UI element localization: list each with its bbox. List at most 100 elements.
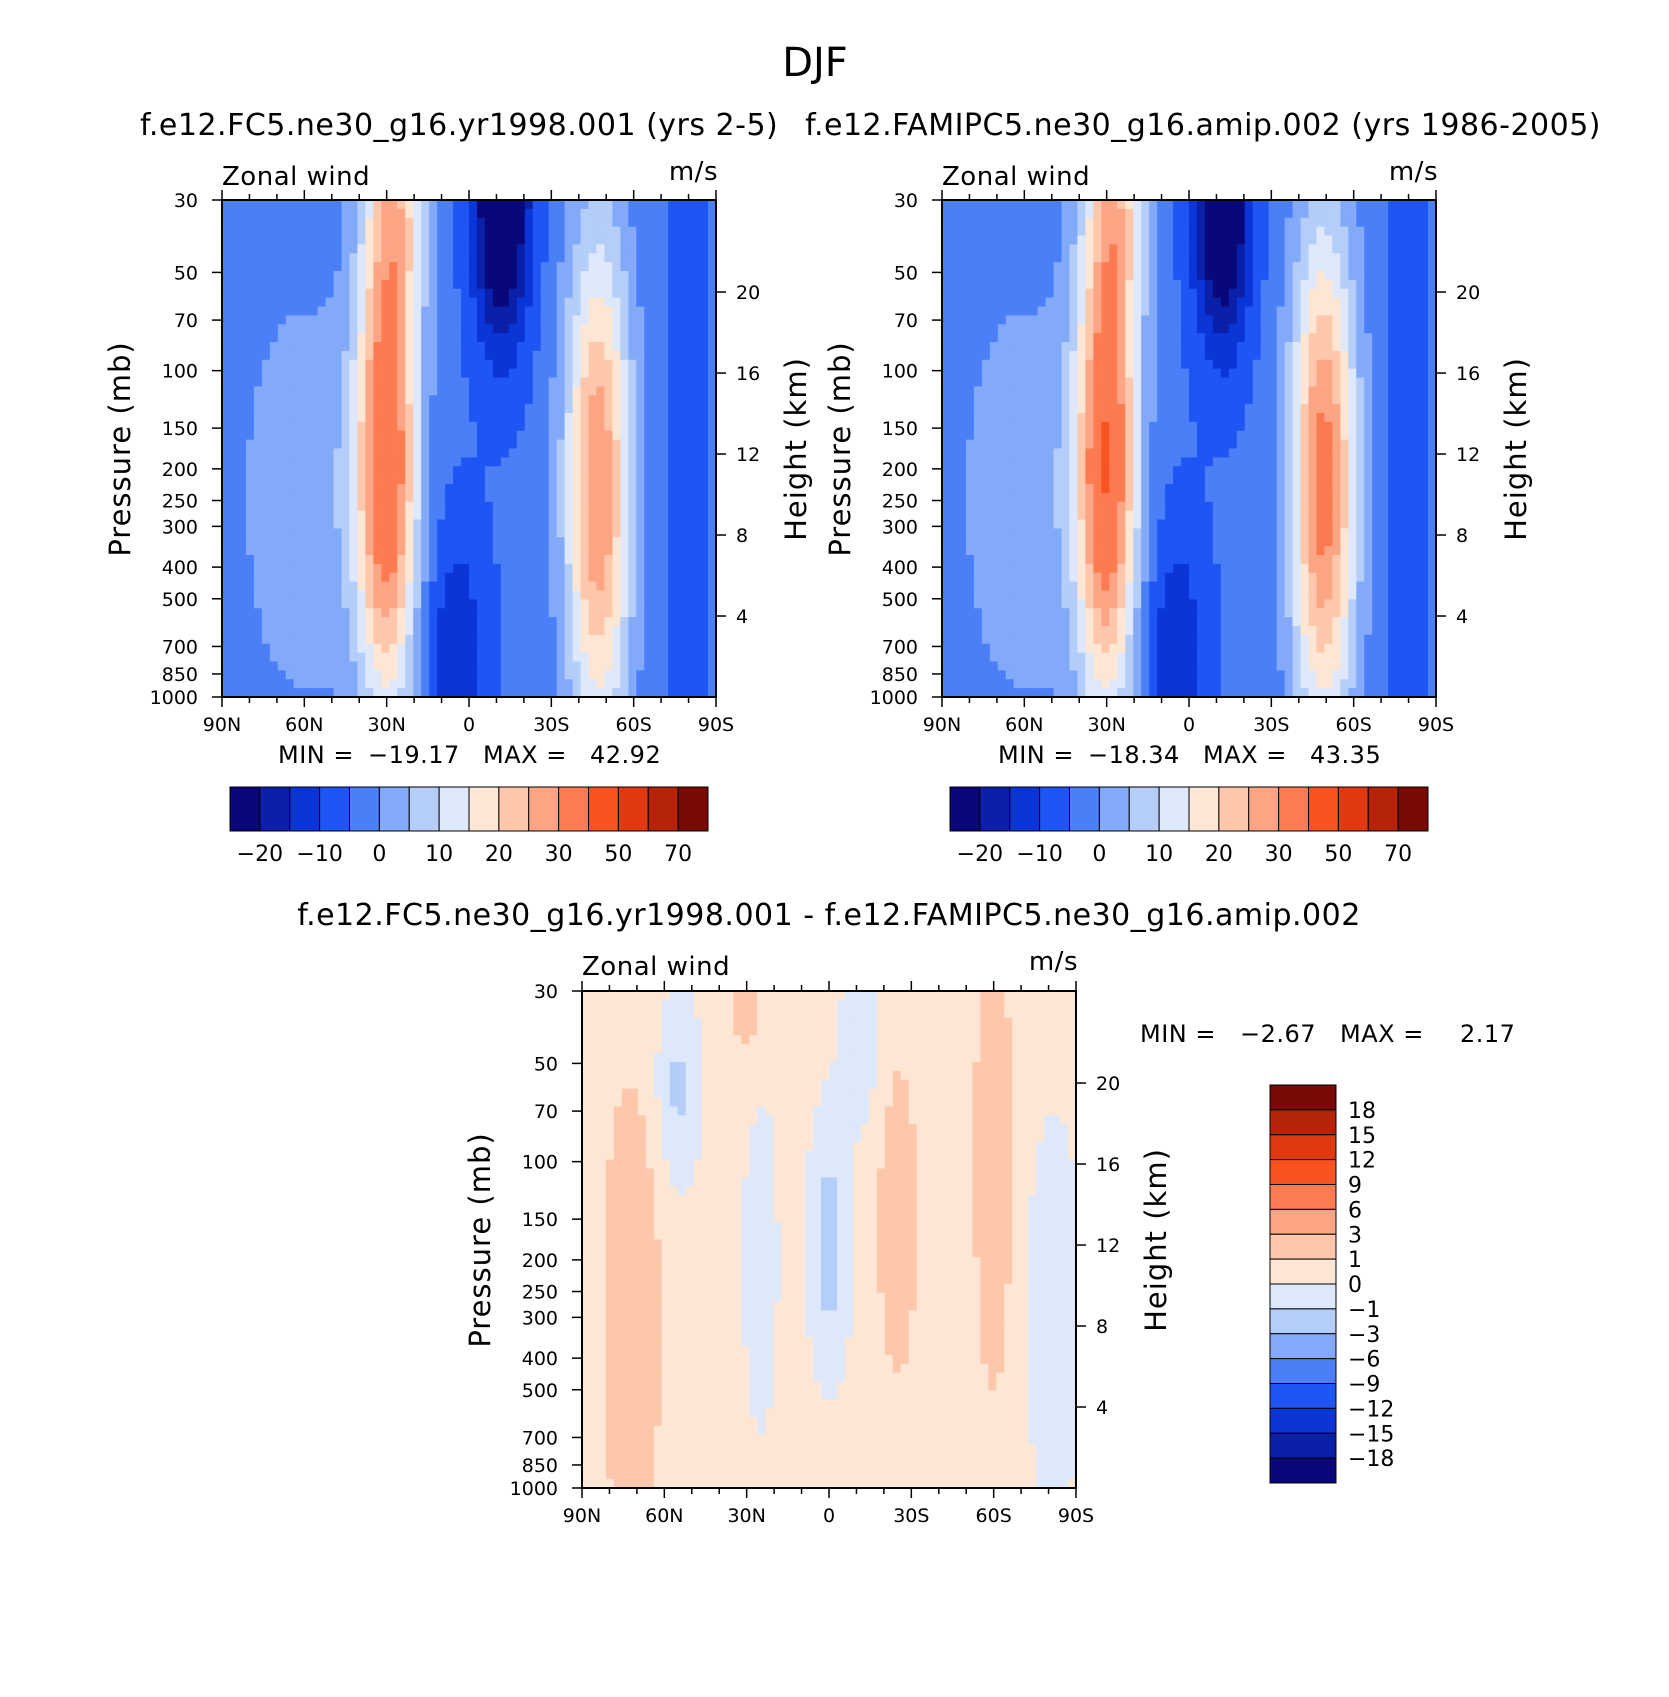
field-cell: [548, 537, 558, 547]
field-cell: [1141, 200, 1150, 210]
field-cell: [981, 200, 991, 210]
field-cell: [1029, 279, 1039, 290]
field-cell: [508, 679, 518, 689]
field-cell: [604, 626, 614, 636]
field-cell: [620, 368, 629, 379]
field-cell: [628, 395, 637, 405]
field-cell: [293, 643, 303, 654]
field-cell: [604, 226, 614, 237]
field-cell: [684, 395, 693, 405]
field-cell: [469, 510, 478, 521]
field-cell: [1061, 519, 1071, 529]
field-cell: [620, 333, 629, 343]
field-cell: [381, 244, 390, 254]
field-cell: [309, 342, 319, 352]
field-cell: [381, 279, 390, 290]
field-cell: [532, 395, 542, 405]
field-cell: [1021, 217, 1031, 228]
colorbar-label: 30: [545, 842, 573, 867]
field-cell: [612, 528, 621, 538]
field-cell: [421, 528, 430, 538]
field-cell: [492, 617, 502, 627]
field-cell: [429, 217, 438, 228]
field-cell: [1061, 581, 1071, 592]
field-cell: [1077, 626, 1087, 636]
field-cell: [1109, 457, 1118, 467]
field-cell: [1117, 315, 1126, 325]
field-cell: [389, 262, 398, 272]
field-cell: [365, 626, 374, 636]
field-cell: [365, 510, 374, 521]
field-cell: [237, 519, 247, 529]
field-cell: [484, 608, 494, 618]
field-cell: [604, 217, 614, 228]
field-cell: [572, 688, 582, 698]
field-cell: [461, 359, 470, 370]
field-cell: [365, 572, 374, 583]
field-cell: [484, 501, 494, 512]
field-cell: [620, 413, 629, 423]
field-cell: [373, 572, 382, 583]
field-cell: [365, 359, 374, 370]
field-cell: [1037, 306, 1047, 316]
field-cell: [572, 546, 582, 556]
field-cell: [997, 306, 1007, 316]
field-cell: [508, 324, 518, 334]
field-cell: [253, 466, 263, 476]
x-tick-label: 60N: [285, 714, 323, 736]
field-cell: [596, 537, 606, 547]
field-cell: [397, 288, 406, 299]
field-cell: [1045, 271, 1055, 281]
field-cell: [1093, 555, 1102, 565]
field-cell: [532, 634, 542, 645]
field-cell: [1029, 475, 1039, 485]
field-cell: [684, 306, 693, 316]
field-cell: [652, 555, 661, 565]
field-cell: [453, 599, 462, 609]
field-cell: [684, 679, 693, 689]
field-cell: [1101, 563, 1110, 574]
field-cell: [564, 200, 574, 210]
field-cell: [588, 688, 598, 698]
field-cell: [965, 537, 975, 547]
field-cell: [381, 484, 390, 494]
field-cell: [461, 466, 470, 476]
field-cell: [1117, 342, 1126, 352]
field-cell: [476, 617, 486, 627]
field-cell: [1069, 235, 1079, 245]
field-cell: [981, 617, 991, 627]
field-cell: [476, 519, 486, 529]
field-cell: [1133, 643, 1142, 654]
field-cell: [942, 448, 951, 458]
field-cell: [1013, 359, 1023, 370]
field-cell: [997, 528, 1007, 538]
field-cell: [461, 448, 470, 458]
field-cell: [381, 217, 390, 228]
field-cell: [261, 324, 271, 334]
panel-case: f.e12.FC5.ne30_g16.yr1998.001 (yrs 2-5) …: [103, 108, 813, 867]
field-cell: [325, 324, 335, 334]
field-cell: [1109, 448, 1118, 458]
field-cell: [1021, 475, 1031, 485]
field-cell: [692, 661, 701, 671]
field-cell: [445, 643, 454, 654]
field-cell: [437, 244, 446, 254]
field-cell: [469, 688, 478, 698]
y-right-tick-label: 4: [736, 606, 748, 628]
field-cell: [628, 262, 637, 272]
field-cell: [580, 528, 590, 538]
field-cell: [261, 475, 271, 485]
field-cell: [1069, 262, 1079, 272]
field-cell: [1037, 546, 1047, 556]
field-cell: [309, 368, 319, 379]
field-cell: [1053, 590, 1063, 600]
field-cell: [564, 528, 574, 538]
field-cell: [997, 315, 1007, 325]
field-cell: [285, 661, 295, 671]
field-cell: [293, 599, 303, 609]
field-cell: [484, 510, 494, 521]
field-cell: [684, 421, 693, 432]
field-cell: [453, 546, 462, 556]
field-cell: [317, 652, 327, 663]
field-cell: [484, 271, 494, 281]
